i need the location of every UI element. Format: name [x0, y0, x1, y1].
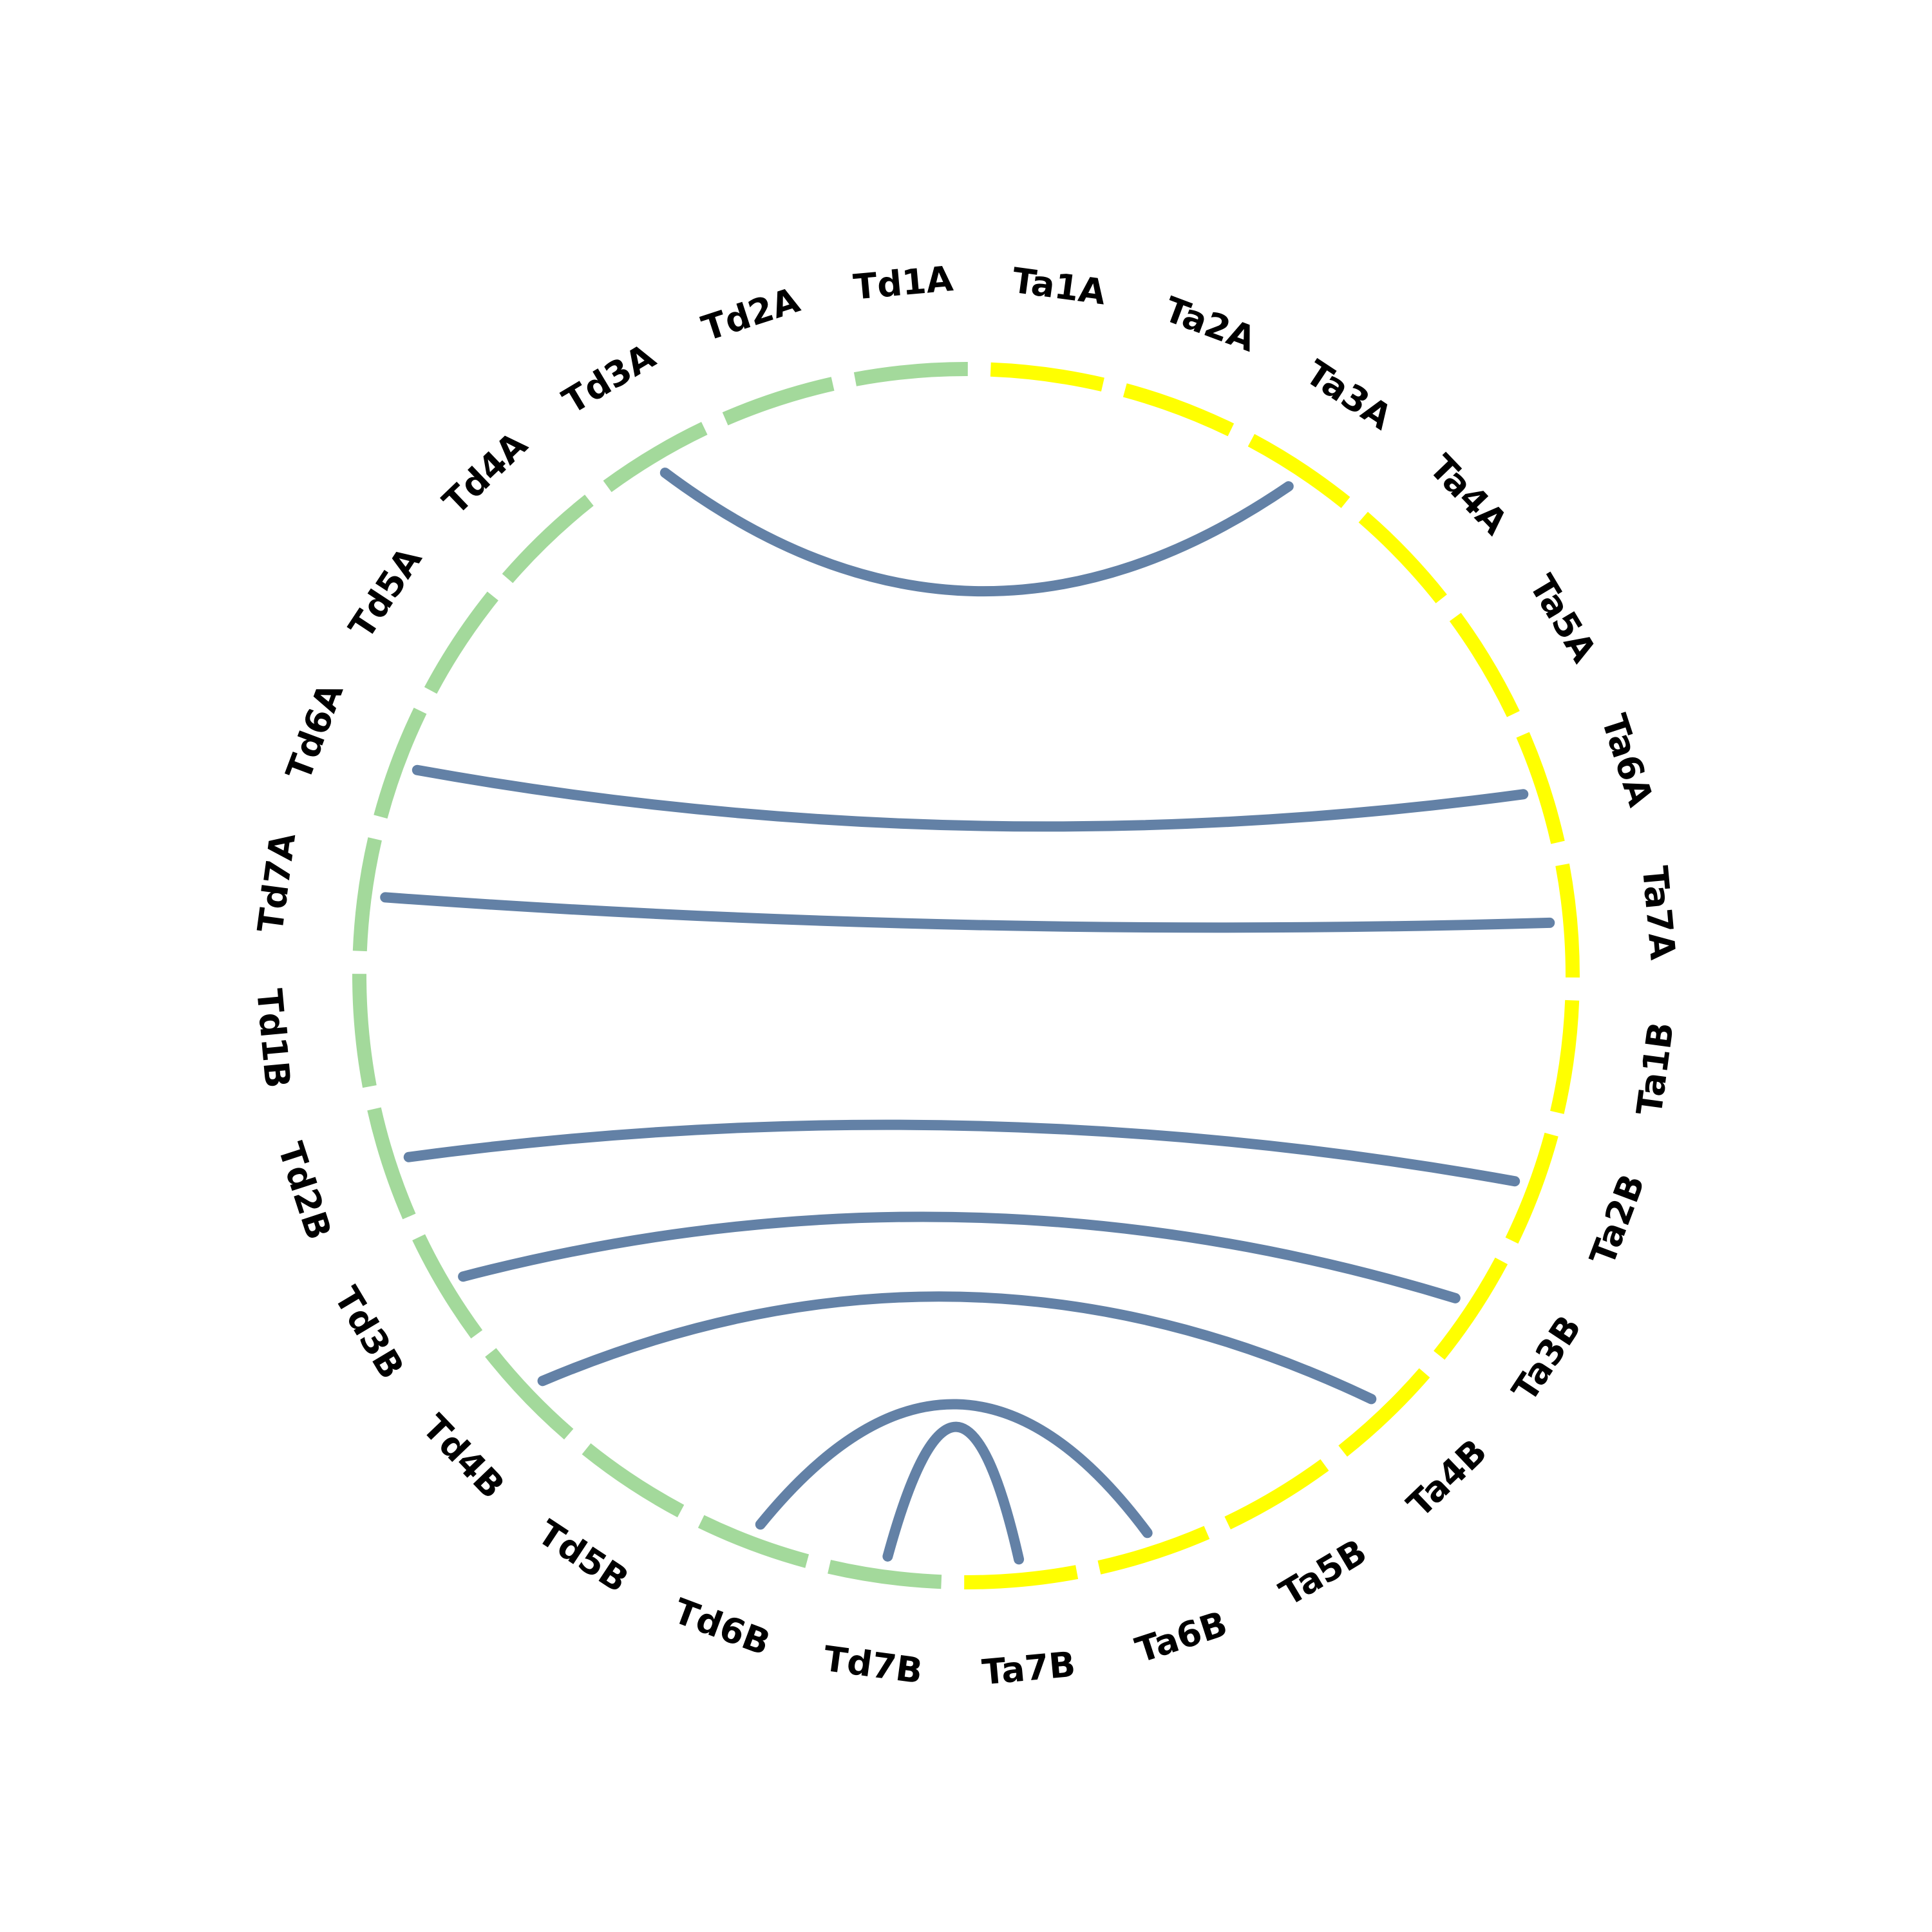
chromosome-label-td4a: Td4A [435, 424, 535, 522]
chromosome-segment-td2b [367, 1107, 416, 1220]
chromosome-label-td7a: Td7A [250, 831, 303, 935]
chromosome-label-ta2b: Ta2B [1582, 1169, 1653, 1271]
chromosome-label-ta5b: Ta5B [1273, 1531, 1374, 1615]
chromosome-label-td5b: Td5B [531, 1512, 636, 1600]
chromosome-label-ta3b: Ta3B [1504, 1309, 1589, 1409]
chromosome-segment-td6b [697, 1515, 810, 1568]
link-td3a-ta3a [659, 468, 1294, 596]
chromosome-segment-td4a [502, 495, 594, 583]
chromosome-label-td6b: Td6B [668, 1591, 776, 1663]
chromosome-segment-td5b [582, 1443, 685, 1518]
link-td2b-ta2b [403, 1119, 1520, 1187]
chromosome-segment-ta1a [990, 362, 1104, 392]
chromosome-label-ta7b: Ta7B [980, 1644, 1077, 1693]
chromosome-segment-ta2b [1505, 1132, 1558, 1244]
link-td7b-ta7b [882, 1421, 1025, 1565]
chromosome-label-ta3a: Ta3A [1298, 352, 1399, 438]
chromosome-segment-td1b [352, 974, 377, 1088]
chromosome-segment-ta3b [1434, 1257, 1508, 1360]
chromosome-segment-ta3a [1247, 433, 1350, 508]
chromosome-label-td1a: Td1A [852, 258, 955, 308]
chromosome-segment-td2a [722, 377, 835, 426]
link-td3b-ta3b [458, 1211, 1461, 1303]
chromosome-segment-ta6a [1516, 732, 1565, 844]
chromosome-label-td2b: Td2B [270, 1137, 339, 1244]
link-td7a-ta7a [380, 892, 1555, 933]
chromosome-segment-ta4b [1338, 1368, 1430, 1457]
chromosome-label-td2a: Td2A [697, 279, 804, 349]
chromosome-label-td3b: Td3B [327, 1280, 412, 1386]
chromosome-label-td7b: Td7B [821, 1638, 925, 1692]
chromosome-label-ta2a: Ta2A [1159, 289, 1262, 360]
chromosome-label-td5a: Td5A [341, 540, 430, 645]
chromosome-segment-td5a [424, 591, 498, 694]
chromosome-label-ta6b: Ta6B [1131, 1603, 1232, 1671]
chromosome-segment-td3b [412, 1234, 483, 1339]
chromosome-label-ta4b: Ta4B [1399, 1431, 1495, 1525]
chromosome-label-td3a: Td3A [556, 336, 662, 422]
chromosome-label-ta1a: Ta1A [1010, 260, 1108, 313]
chromosome-label-td6a: Td6A [278, 677, 351, 785]
chromosome-segment-ta1b [1550, 999, 1580, 1114]
chromosome-label-ta7a: Ta7A [1634, 864, 1683, 961]
chromosome-label-ta4a: Ta4A [1421, 447, 1515, 543]
chromosome-label-td4b: Td4B [415, 1406, 513, 1506]
link-td6a-ta6a [412, 764, 1529, 832]
chromosome-ring [352, 361, 1580, 1590]
chromosome-segment-td1a [853, 361, 968, 386]
chromosome-segment-ta5a [1449, 612, 1520, 717]
chromosome-segment-ta6b [1097, 1526, 1210, 1575]
chromosome-segment-td4b [485, 1348, 574, 1440]
synteny-links [380, 468, 1555, 1565]
chromosome-segment-ta7a [1555, 863, 1580, 978]
link-td4b-ta4b [537, 1291, 1377, 1405]
link-td6b-ta6b [755, 1399, 1153, 1539]
chromosome-segment-td7a [352, 837, 382, 952]
chromosome-label-ta1b: Ta1B [1629, 1019, 1681, 1117]
chromosome-label-td1b: Td1B [249, 987, 298, 1090]
chromosome-segment-td6a [374, 707, 427, 819]
chromosome-label-ta5a: Ta5A [1521, 568, 1604, 670]
chromosome-segment-ta5b [1224, 1459, 1329, 1530]
chromosome-segment-ta4a [1358, 511, 1447, 603]
chromosome-label-ta6a: Ta6A [1593, 710, 1661, 811]
chromosome-segment-ta7b [964, 1565, 1079, 1590]
chromosome-segment-td3a [603, 422, 708, 493]
chromosome-segment-ta2a [1122, 383, 1235, 437]
chromosome-segment-td7b [828, 1560, 942, 1589]
